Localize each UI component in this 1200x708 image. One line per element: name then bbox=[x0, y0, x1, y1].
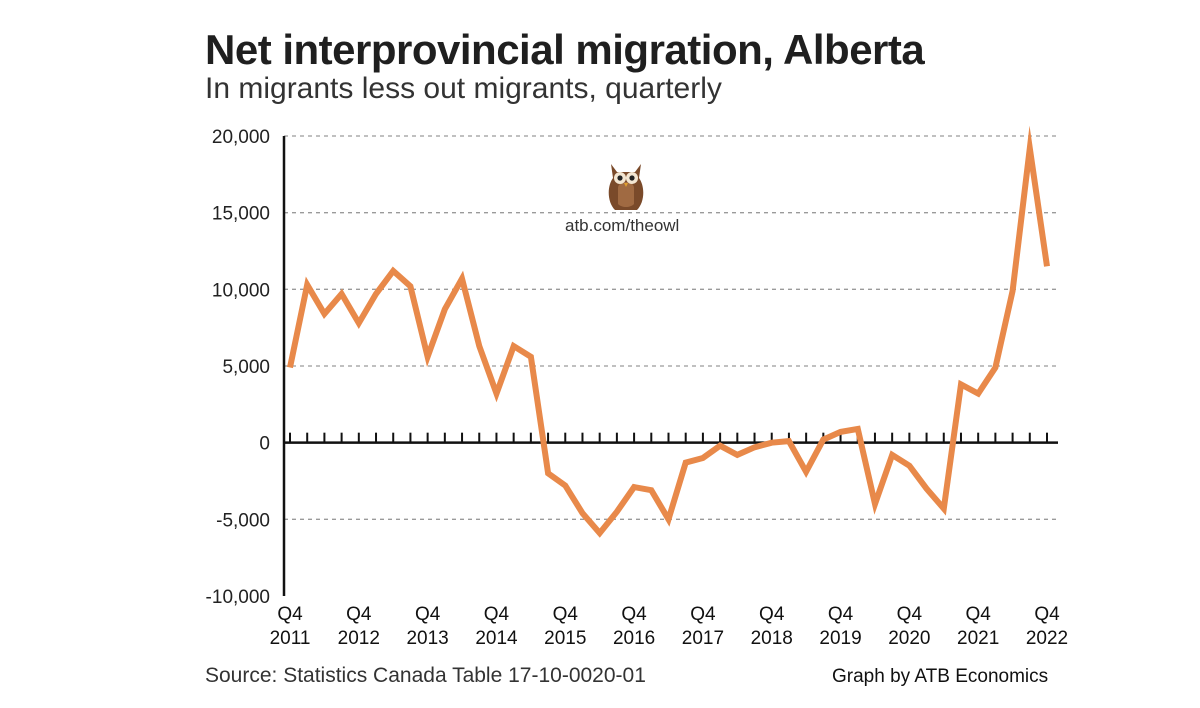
x-tick-year: 2017 bbox=[682, 628, 724, 649]
x-tick-year: 2018 bbox=[751, 628, 793, 649]
y-tick-label: 10,000 bbox=[212, 280, 270, 301]
y-axis-labels: 20,000 15,000 10,000 5,000 0 -5,000 -10,000 bbox=[206, 127, 270, 608]
series-line bbox=[287, 125, 1050, 538]
series-layer bbox=[287, 125, 1050, 538]
grid-layer bbox=[284, 135, 1058, 520]
y-tick-label: -10,000 bbox=[206, 587, 270, 608]
chart-subtitle: In migrants less out migrants, quarterly bbox=[205, 72, 722, 105]
x-tick-year: 2014 bbox=[475, 628, 518, 649]
x-tick-year: 2022 bbox=[1026, 628, 1068, 649]
x-tick-quarter: Q4 bbox=[277, 604, 303, 625]
x-tick-year: 2016 bbox=[613, 628, 655, 649]
owl-icon bbox=[608, 164, 644, 210]
x-axis-labels: Q4 2011 Q4 2012 Q4 2013 Q4 2014 Q4 2015 Q4 2016 Q4 20… bbox=[270, 604, 1069, 649]
x-tick-quarter: Q4 bbox=[759, 604, 785, 625]
x-tick-quarter: Q4 bbox=[553, 604, 579, 625]
x-tick-year: 2012 bbox=[338, 628, 380, 649]
y-tick-label: -5,000 bbox=[216, 510, 270, 531]
x-tick-quarter: Q4 bbox=[966, 604, 992, 625]
chart-title: Net interprovincial migration, Alberta bbox=[205, 26, 925, 73]
x-tick-year: 2013 bbox=[406, 628, 448, 649]
x-tick-quarter: Q4 bbox=[897, 604, 923, 625]
credit-note: Graph by ATB Economics bbox=[832, 666, 1049, 687]
x-tick-quarter: Q4 bbox=[828, 604, 854, 625]
x-tick-quarter: Q4 bbox=[1034, 604, 1060, 625]
y-tick-label: 0 bbox=[259, 434, 270, 455]
axis-layer bbox=[282, 136, 1058, 596]
x-tick-quarter: Q4 bbox=[621, 604, 647, 625]
x-tick-year: 2019 bbox=[819, 628, 861, 649]
y-tick-label: 15,000 bbox=[212, 204, 270, 225]
x-tick-quarter: Q4 bbox=[690, 604, 716, 625]
x-tick-year: 2020 bbox=[888, 628, 930, 649]
x-tick-year: 2011 bbox=[270, 628, 311, 649]
y-tick-label: 20,000 bbox=[212, 127, 270, 148]
x-tick-year: 2021 bbox=[957, 628, 999, 649]
source-note: Source: Statistics Canada Table 17-10-00… bbox=[205, 664, 646, 687]
owl-url: atb.com/theowl bbox=[565, 216, 680, 235]
x-tick-year: 2015 bbox=[544, 628, 586, 649]
x-tick-quarter: Q4 bbox=[484, 604, 510, 625]
x-tick-quarter: Q4 bbox=[415, 604, 441, 625]
x-tick-quarter: Q4 bbox=[346, 604, 372, 625]
y-tick-label: 5,000 bbox=[222, 357, 270, 378]
